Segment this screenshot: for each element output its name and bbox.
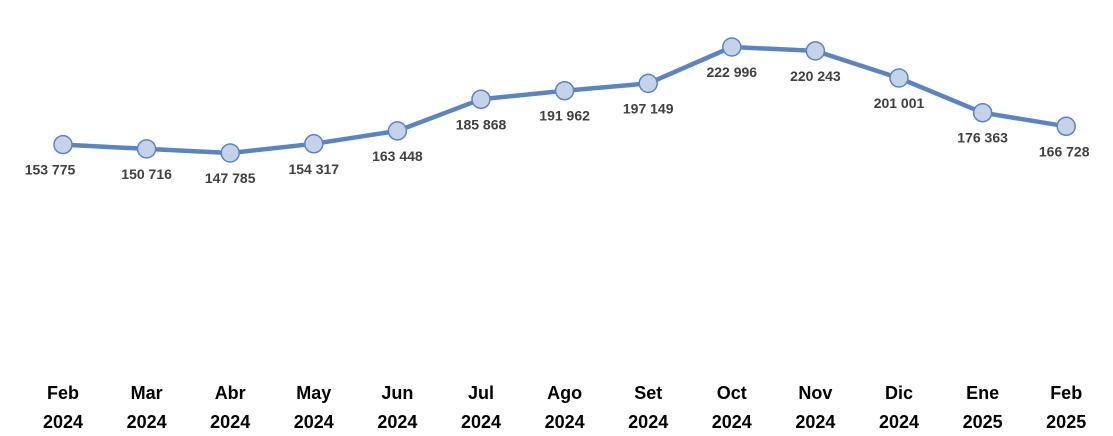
data-label: 163 448: [372, 148, 423, 164]
x-tick-label: Ene 2025: [963, 383, 1003, 432]
data-point: [471, 89, 491, 110]
x-tick-year: 2024: [712, 412, 752, 432]
x-tick-year: 2024: [879, 412, 919, 432]
x-tick-label: Oct 2024: [712, 383, 752, 432]
data-point: [805, 41, 826, 61]
data-point: [1056, 116, 1076, 137]
x-tick-month: Ene: [966, 383, 999, 403]
data-label: 197 149: [623, 100, 674, 116]
x-tick-year: 2024: [43, 412, 83, 432]
x-tick-month: Nov: [798, 383, 832, 403]
x-tick-month: Mar: [131, 383, 163, 403]
x-tick-label: Jun 2024: [377, 383, 417, 432]
data-point: [136, 139, 157, 159]
x-tick-year: 2024: [795, 412, 835, 432]
x-tick-month: May: [296, 383, 331, 403]
data-point: [220, 143, 240, 163]
x-tick-label: May 2024: [294, 383, 334, 432]
data-label: 153 775: [25, 162, 76, 178]
data-label: 191 962: [539, 108, 590, 124]
x-tick-label: Dic 2024: [879, 383, 919, 432]
x-tick-label: Feb 2024: [43, 383, 83, 432]
x-tick-year: 2024: [294, 412, 334, 432]
x-tick-label: Jul 2024: [461, 383, 501, 432]
x-tick-year: 2024: [545, 412, 585, 432]
data-point: [53, 134, 73, 155]
x-tick-month: Feb: [1050, 383, 1082, 403]
data-label: 176 363: [957, 130, 1008, 146]
data-label-layer: 153 775 150 716 147 785 154 317 163 448 185 8…: [25, 64, 1090, 186]
data-label: 166 728: [1039, 143, 1090, 159]
x-tick-year: 2024: [127, 412, 167, 432]
data-point: [554, 80, 575, 101]
data-label: 147 785: [205, 170, 256, 186]
data-point: [638, 73, 658, 94]
data-point: [972, 102, 993, 123]
data-point: [387, 121, 408, 141]
x-tick-label: Abr 2024: [210, 383, 250, 432]
data-point: [889, 68, 909, 88]
x-tick-month: Dic: [885, 383, 913, 403]
x-tick-month: Jul: [468, 383, 494, 403]
x-tick-label: Set 2024: [628, 383, 668, 432]
data-label: 220 243: [790, 68, 841, 84]
data-label: 201 001: [874, 95, 925, 111]
x-tick-year: 2024: [628, 412, 668, 432]
x-tick-month: Jun: [381, 383, 413, 403]
x-tick-month: Oct: [717, 383, 747, 403]
x-tick-month: Abr: [215, 383, 246, 403]
x-tick-year: 2024: [461, 412, 501, 432]
x-tick-year: 2024: [377, 412, 417, 432]
data-point: [304, 134, 324, 154]
x-tick-month: Set: [634, 383, 662, 403]
x-tick-label: Nov 2024: [795, 383, 835, 432]
x-tick-label: Ago 2024: [545, 383, 585, 432]
x-tick-label: Mar 2024: [127, 383, 167, 432]
data-label: 222 996: [706, 64, 757, 80]
x-tick-year: 2025: [1046, 412, 1086, 432]
x-tick-month: Ago: [547, 383, 582, 403]
data-label: 185 868: [456, 116, 507, 132]
data-point: [722, 37, 742, 57]
x-tick-year: 2024: [210, 412, 250, 432]
data-label: 154 317: [288, 161, 339, 177]
x-axis-tick-layer: Feb 2024 Mar 2024 Abr 2024 May 2024 Jun 2024 Jul 20…: [43, 383, 1086, 432]
x-tick-month: Feb: [47, 383, 79, 403]
x-tick-label: Feb 2025: [1046, 383, 1086, 432]
data-label: 150 716: [121, 166, 172, 182]
x-tick-year: 2025: [963, 412, 1003, 432]
data-point-layer: [53, 37, 1076, 163]
